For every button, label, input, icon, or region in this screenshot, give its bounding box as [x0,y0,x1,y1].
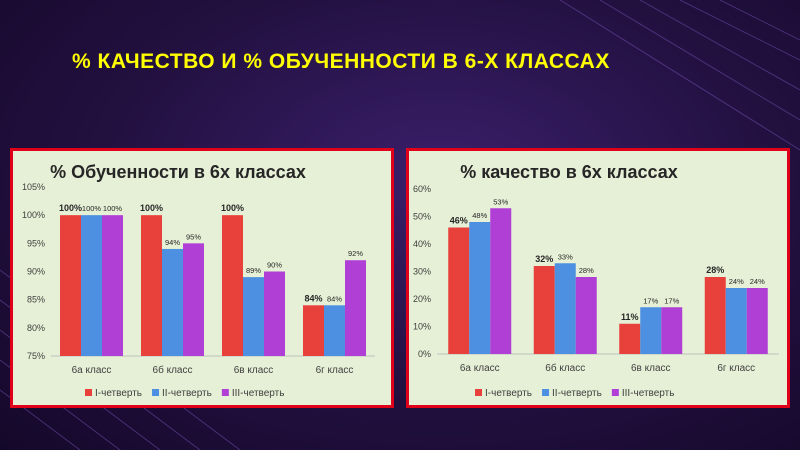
bar [575,277,597,354]
bar [533,266,555,354]
data-label: 53% [493,197,508,206]
bar [162,248,183,356]
chart-kachestvo: % качество в 6х классах 0% 10% 20% 30% 40% 50%… [413,162,779,399]
bar [469,222,491,354]
bar [60,215,81,356]
data-label: 100% [82,204,102,213]
data-label: 17% [664,296,679,305]
data-label: 94% [165,238,180,247]
category-label: 6а класс [72,365,112,376]
chart-obuchennost: % Обученности в 6х классах 75% 80% 85% 90% 95… [22,162,375,399]
category-label: 6б класс [153,364,193,376]
data-label: 95% [186,232,201,241]
bar [303,305,324,356]
legend-entry: III-четверть [232,388,285,399]
category-label: 6г класс [717,363,755,374]
y-tick-label: 105% [22,182,45,192]
bar [141,215,162,356]
bar [640,307,662,354]
y-tick-label: 0% [418,349,431,359]
bar [102,215,123,356]
y-tick-label: 80% [27,323,45,333]
y-tick-label: 10% [413,322,431,332]
legend-entry: II-четверть [162,388,212,399]
y-tick-label: 30% [413,267,431,277]
legend-swatch [221,389,229,396]
data-label: 84% [304,293,322,303]
legend-entry: I-четверть [95,388,142,399]
legend-swatch [152,389,160,396]
y-tick-label: 90% [27,267,45,277]
bar [725,288,747,354]
y-tick-label: 20% [413,294,431,304]
bar [746,288,768,354]
bar [619,323,641,354]
data-label: 46% [450,216,468,226]
bar [81,215,102,356]
legend-entry: I-четверть [485,388,532,399]
category-label: 6в класс [234,365,274,376]
y-tick-label: 75% [27,351,45,361]
data-label: 100% [59,203,82,213]
chart-title: % Обученности в 6х классах [50,162,306,182]
data-label: 24% [729,277,744,286]
category-label: 6в класс [631,363,671,374]
y-tick-label: 60% [413,184,431,194]
bar [490,208,512,354]
bar [448,227,470,354]
data-label: 17% [643,296,658,305]
legend-swatch [542,389,550,396]
legend-swatch [85,389,92,396]
data-label: 100% [140,203,163,213]
legend-swatch [611,389,619,396]
data-label: 89% [246,266,261,275]
data-label: 100% [221,203,244,213]
slide-title: % КАЧЕСТВО И % ОБУЧЕННОСТИ В 6-Х КЛАССАХ [72,50,610,73]
legend-swatch [475,389,482,396]
data-label: 48% [472,211,487,220]
category-label: 6а класс [460,363,500,374]
data-label: 84% [327,294,342,303]
bar [222,215,243,356]
bar [264,271,285,356]
data-label: 24% [750,277,765,286]
bar [324,305,345,356]
chart-panel-obuchennost: % Обученности в 6х классах 75% 80% 85% 90% 95… [10,148,394,408]
bar [704,277,726,354]
y-tick-label: 95% [27,238,45,248]
legend-entry: III-четверть [622,388,675,399]
bar [243,277,264,356]
chart-title: % качество в 6х классах [460,162,677,182]
bar [183,243,204,356]
bar [554,263,576,354]
data-label: 92% [348,249,363,258]
data-label: 28% [579,266,594,275]
y-tick-label: 50% [413,212,431,222]
data-label: 32% [535,254,553,264]
data-label: 100% [103,204,123,213]
bar [345,260,366,356]
y-tick-label: 85% [27,295,45,305]
chart-panel-kachestvo: % качество в 6х классах 0% 10% 20% 30% 40% 50%… [406,148,790,408]
y-tick-label: 100% [22,210,45,220]
data-label: 90% [267,261,282,270]
category-label: 6г класс [316,365,354,376]
category-label: 6б класс [545,362,585,374]
data-label: 11% [621,312,639,322]
y-tick-label: 40% [413,239,431,249]
bar [661,307,683,354]
data-label: 33% [558,252,573,261]
legend-entry: II-четверть [552,388,602,399]
data-label: 28% [706,265,724,275]
